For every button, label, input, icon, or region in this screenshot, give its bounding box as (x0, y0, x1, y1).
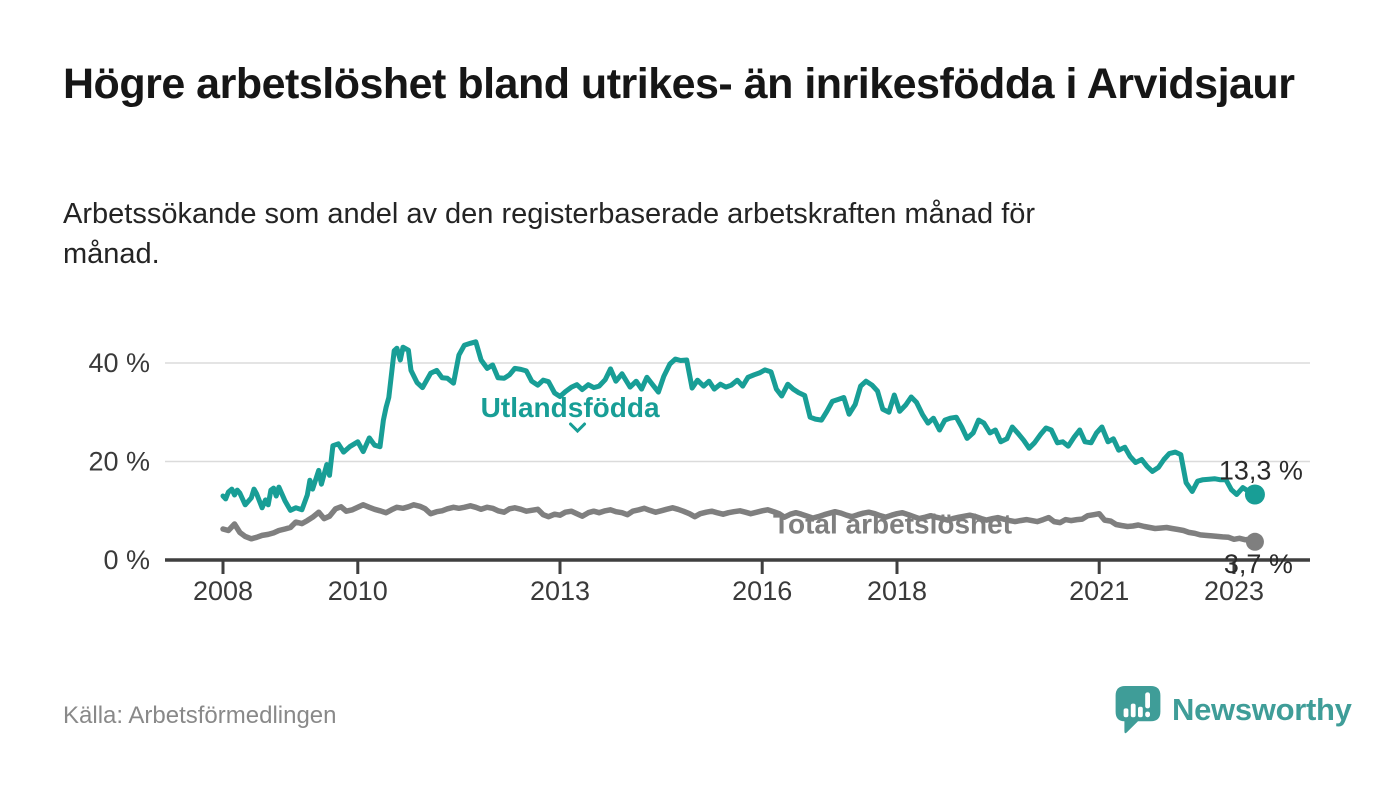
x-tick-label: 2008 (193, 576, 253, 606)
source-note: Källa: Arbetsförmedlingen (63, 702, 337, 729)
series-line-utlandsfodda (220, 339, 1262, 513)
logo-exclamation-dot (1145, 711, 1150, 718)
y-tick-label: 0 % (103, 545, 150, 575)
logo-bar-3 (1138, 706, 1143, 718)
x-tick-label: 2013 (530, 576, 590, 606)
chart-subtitle: Arbetssökande som andel av den registerb… (63, 198, 1036, 271)
page-title: Högre arbetslöshet bland utrikes- än inr… (63, 60, 1295, 108)
y-tick-label: 40 % (88, 348, 150, 378)
newsworthy-logo-icon (1115, 686, 1161, 734)
series-label: Total arbetslöshet (773, 509, 1012, 540)
series-label-caret (569, 422, 587, 434)
series-end-dot (1245, 532, 1264, 551)
series-end-dot (1244, 484, 1265, 505)
logo-bar-2 (1130, 703, 1136, 718)
end-value-label: 13,3 % (1219, 455, 1303, 485)
newsworthy-logo-text: Newsworthy (1172, 692, 1352, 727)
end-value-label: 3,7 % (1224, 549, 1293, 579)
x-tick-label: 2021 (1069, 576, 1129, 606)
series-line-total (220, 502, 1262, 545)
y-tick-label: 20 % (88, 447, 150, 477)
logo-bar-1 (1123, 708, 1129, 718)
x-tick-label: 2010 (328, 576, 388, 606)
newsworthy-logo: Newsworthy (1114, 684, 1352, 736)
x-tick-label: 2023 (1204, 576, 1264, 606)
line-chart: 0 % 20 % 40 % 2008 2010 2013 2016 2018 2021 2023 U… (88, 339, 1310, 606)
logo-exclamation-bar (1145, 692, 1150, 709)
x-tick-label: 2018 (867, 576, 927, 606)
series-label: Utlandsfödda (481, 392, 660, 423)
x-tick-label: 2016 (732, 576, 792, 606)
